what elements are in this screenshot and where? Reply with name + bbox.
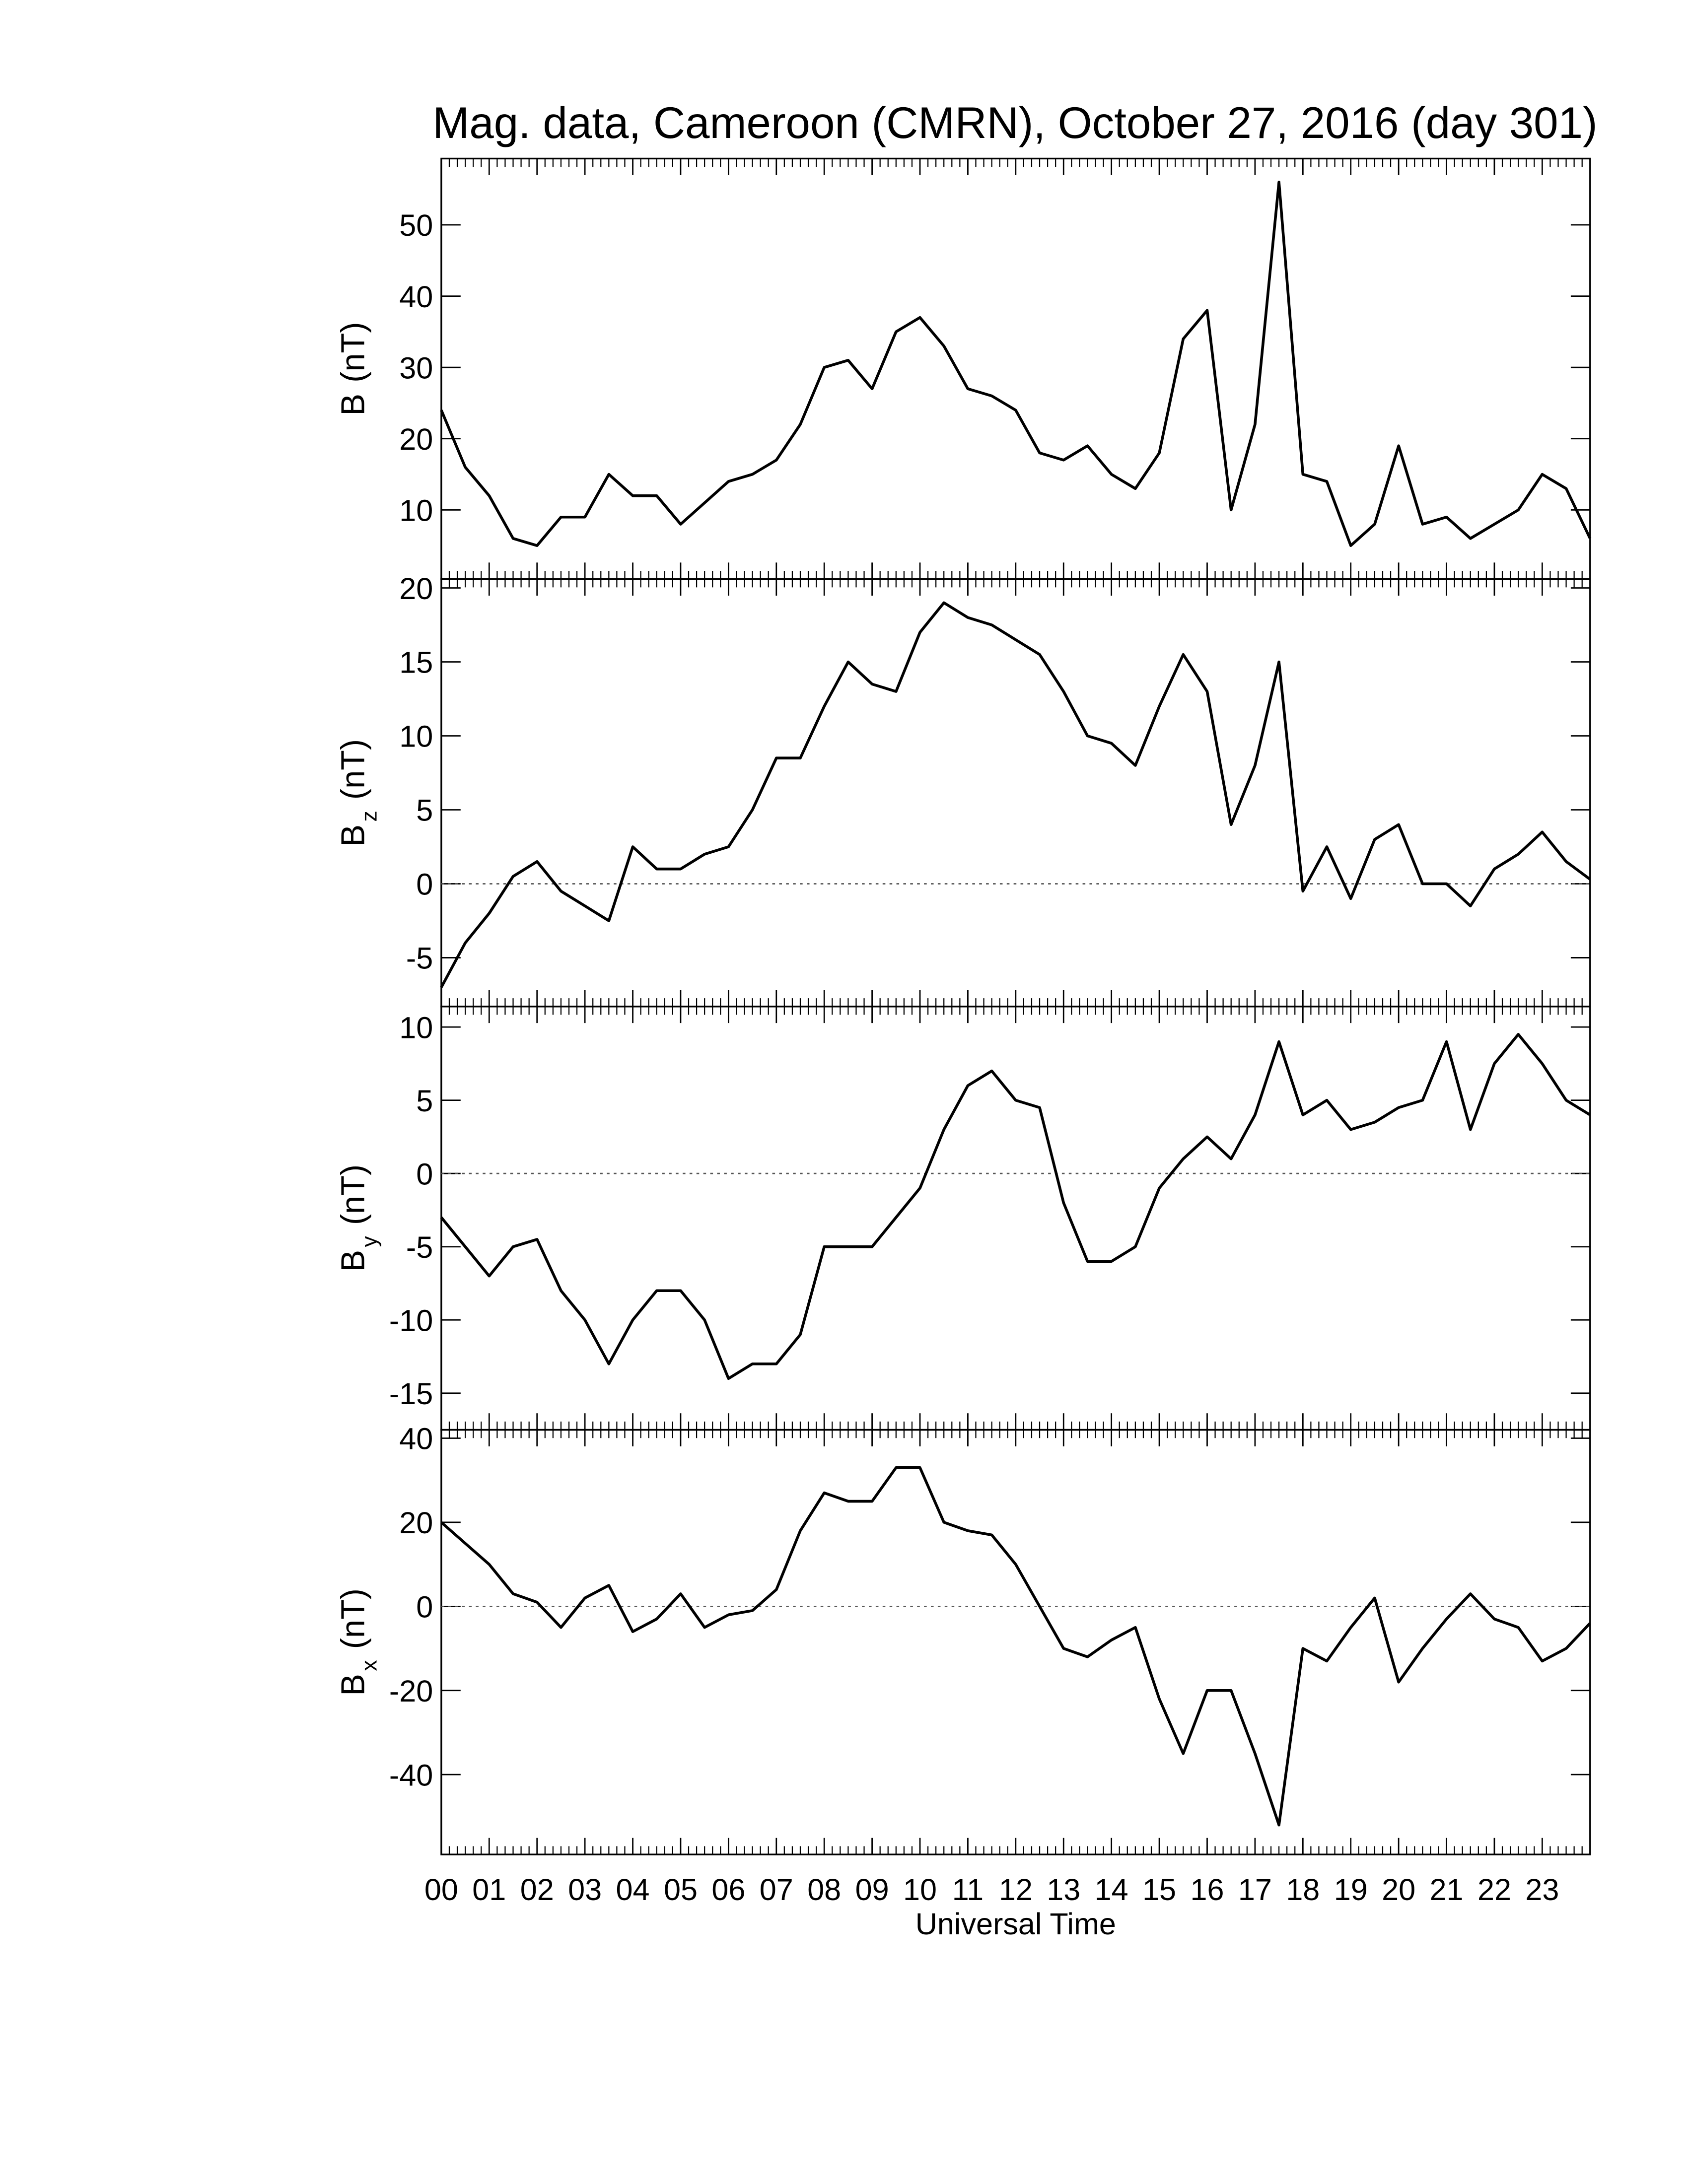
y-tick-label: 30 <box>399 351 433 385</box>
y-tick-label: -40 <box>389 1758 433 1792</box>
y-tick-label: 20 <box>399 572 433 606</box>
x-tick-label: 06 <box>711 1873 745 1907</box>
plot-frame <box>440 157 1591 580</box>
x-tick-label: 04 <box>616 1873 650 1907</box>
x-tick-label: 02 <box>520 1873 554 1907</box>
y-axis-label-part: y <box>357 1235 381 1247</box>
y-axis-label-part: B <box>335 1250 371 1272</box>
plot-frame <box>440 1429 1591 1855</box>
y-tick-label: 50 <box>399 208 433 242</box>
x-tick-label: 00 <box>424 1873 458 1907</box>
x-tick-label: 23 <box>1525 1873 1559 1907</box>
x-tick-label: 22 <box>1477 1873 1511 1907</box>
y-tick-label: -20 <box>389 1674 433 1708</box>
x-tick-label: 11 <box>952 1873 984 1907</box>
x-tick-label: 20 <box>1382 1873 1415 1907</box>
x-tick-label: 09 <box>855 1873 889 1907</box>
y-tick-label: 15 <box>399 646 433 680</box>
y-axis-label-part: x <box>357 1660 381 1671</box>
plot-frame <box>440 578 1591 1008</box>
data-line <box>440 181 1592 547</box>
y-axis-label: Bx (nT) <box>335 1588 381 1696</box>
y-tick-label: 5 <box>416 794 433 827</box>
x-tick-label: 16 <box>1190 1873 1224 1907</box>
y-tick-label: 0 <box>416 868 433 901</box>
y-tick-label: -5 <box>406 942 433 975</box>
x-tick-label: 05 <box>664 1873 698 1907</box>
y-axis-label-part: (nT) <box>335 1588 371 1649</box>
x-tick-label: 07 <box>760 1873 793 1907</box>
x-tick-label: 13 <box>1047 1873 1080 1907</box>
y-tick-label: 10 <box>399 1011 433 1044</box>
y-axis-label: By (nT) <box>335 1164 381 1272</box>
x-tick-label: 03 <box>568 1873 602 1907</box>
y-axis-label: B (nT) <box>335 322 371 416</box>
y-tick-label: 0 <box>416 1590 433 1624</box>
x-tick-label: 15 <box>1142 1873 1176 1907</box>
y-tick-label: -15 <box>389 1377 433 1411</box>
y-tick-label: 0 <box>416 1157 433 1191</box>
y-tick-label: 5 <box>416 1084 433 1118</box>
x-tick-label: 14 <box>1095 1873 1128 1907</box>
data-line <box>440 1033 1591 1380</box>
y-tick-label: -5 <box>406 1230 433 1264</box>
y-tick-label: 10 <box>399 720 433 753</box>
y-axis-label-part: (nT) <box>335 739 371 800</box>
x-tick-label: 21 <box>1430 1873 1464 1907</box>
plot-frame <box>440 1006 1591 1431</box>
y-tick-label: 40 <box>399 280 433 314</box>
data-line <box>440 1466 1591 1827</box>
x-axis-label: Universal Time <box>915 1907 1116 1941</box>
y-axis-label-part: z <box>357 811 381 821</box>
chart-title: Mag. data, Cameroon (CMRN), October 27, … <box>432 98 1597 147</box>
x-tick-label: 17 <box>1238 1873 1272 1907</box>
y-tick-label: 10 <box>399 494 433 528</box>
y-tick-label: -10 <box>389 1303 433 1337</box>
y-axis-label-part: (nT) <box>335 1164 371 1225</box>
x-tick-label: 01 <box>472 1873 506 1907</box>
y-tick-label: 20 <box>399 422 433 456</box>
y-axis-label-part: B <box>335 824 371 846</box>
y-axis-label-part: B <box>335 1674 371 1696</box>
x-tick-label: 10 <box>903 1873 937 1907</box>
y-axis-label-part: (nT) <box>335 322 371 383</box>
data-line <box>440 601 1591 988</box>
x-tick-label: 12 <box>999 1873 1033 1907</box>
x-tick-label: 08 <box>807 1873 841 1907</box>
y-tick-label: 20 <box>399 1506 433 1540</box>
x-tick-label: 19 <box>1334 1873 1368 1907</box>
y-axis-label-part: B <box>335 394 371 415</box>
y-tick-label: 40 <box>399 1422 433 1456</box>
x-tick-label: 18 <box>1286 1873 1320 1907</box>
y-axis-label: Bz (nT) <box>335 739 381 847</box>
